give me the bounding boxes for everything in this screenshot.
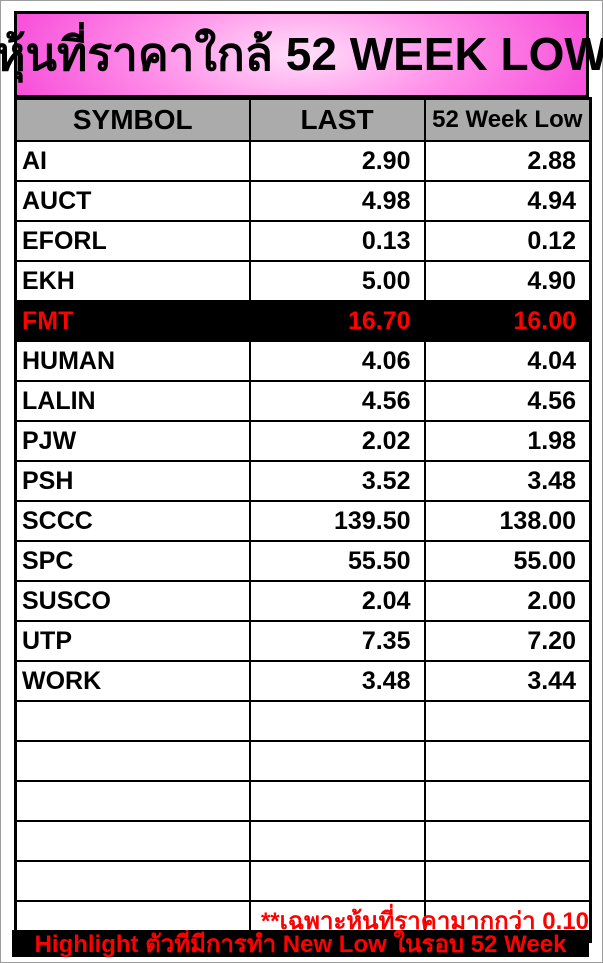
symbol-cell xyxy=(14,780,251,822)
table-row: LALIN 4.56 4.56 xyxy=(14,380,592,422)
low-cell: 1.98 xyxy=(423,420,592,462)
table-row: SUSCO 2.04 2.00 xyxy=(14,580,592,622)
symbol-cell: SUSCO xyxy=(14,580,251,622)
low-cell: 3.44 xyxy=(423,660,592,702)
low-cell: 4.94 xyxy=(423,180,592,222)
table-row: EKH 5.00 4.90 xyxy=(14,260,592,302)
column-header-52-week-low: 52 Week Low xyxy=(423,97,592,142)
low-cell: 55.00 xyxy=(423,540,592,582)
low-cell: 2.88 xyxy=(423,140,592,182)
low-cell: 7.20 xyxy=(423,620,592,662)
empty-table-row xyxy=(14,740,592,782)
table-row: EFORL 0.13 0.12 xyxy=(14,220,592,262)
column-header-symbol: SYMBOL xyxy=(14,97,251,142)
low-cell xyxy=(423,820,592,862)
low-cell: 4.56 xyxy=(423,380,592,422)
highlight-legend: Highlight ตัวที่มีการทำ New Low ในรอบ 52… xyxy=(12,930,589,957)
symbol-cell xyxy=(14,860,251,902)
symbol-cell xyxy=(14,820,251,862)
low-cell xyxy=(423,740,592,782)
table-body: AI 2.90 2.88 AUCT 4.98 4.94 EFORL 0.13 0… xyxy=(14,140,592,943)
low-cell xyxy=(423,860,592,902)
last-cell: 5.00 xyxy=(248,260,426,302)
symbol-cell: PSH xyxy=(14,460,251,502)
low-cell: 138.00 xyxy=(423,500,592,542)
last-cell xyxy=(248,860,426,902)
page-title: หุ้นที่ราคาใกล้ 52 WEEK LOW xyxy=(0,11,603,98)
last-cell xyxy=(248,700,426,742)
last-cell xyxy=(248,780,426,822)
low-cell xyxy=(423,780,592,822)
symbol-cell: UTP xyxy=(14,620,251,662)
table-row: PSH 3.52 3.48 xyxy=(14,460,592,502)
table-row: PJW 2.02 1.98 xyxy=(14,420,592,462)
last-cell xyxy=(248,740,426,782)
low-cell: 3.48 xyxy=(423,460,592,502)
last-cell: 7.35 xyxy=(248,620,426,662)
low-cell: 2.00 xyxy=(423,580,592,622)
last-cell xyxy=(248,820,426,862)
last-cell: 4.98 xyxy=(248,180,426,222)
symbol-cell: PJW xyxy=(14,420,251,462)
symbol-cell: HUMAN xyxy=(14,340,251,382)
low-cell: 4.04 xyxy=(423,340,592,382)
empty-table-row xyxy=(14,820,592,862)
last-cell: 2.04 xyxy=(248,580,426,622)
last-cell: 0.13 xyxy=(248,220,426,262)
table-row: AUCT 4.98 4.94 xyxy=(14,180,592,222)
table-row: SCCC 139.50 138.00 xyxy=(14,500,592,542)
stock-table: SYMBOL LAST 52 Week Low AI 2.90 2.88 AUC… xyxy=(14,97,592,943)
symbol-cell xyxy=(14,700,251,742)
symbol-cell: AI xyxy=(14,140,251,182)
low-cell: 4.90 xyxy=(423,260,592,302)
last-cell: 3.48 xyxy=(248,660,426,702)
empty-table-row xyxy=(14,780,592,822)
last-cell: 4.56 xyxy=(248,380,426,422)
symbol-cell: EKH xyxy=(14,260,251,302)
last-cell: 3.52 xyxy=(248,460,426,502)
column-header-last: LAST xyxy=(248,97,426,142)
table-row: FMT 16.70 16.00 xyxy=(14,300,592,342)
symbol-cell: SCCC xyxy=(14,500,251,542)
low-cell xyxy=(423,700,592,742)
last-cell: 4.06 xyxy=(248,340,426,382)
table-row: AI 2.90 2.88 xyxy=(14,140,592,182)
last-cell: 2.02 xyxy=(248,420,426,462)
low-cell: 16.00 xyxy=(423,300,592,342)
symbol-cell: FMT xyxy=(14,300,251,342)
table-header-row: SYMBOL LAST 52 Week Low xyxy=(14,97,592,142)
symbol-cell: EFORL xyxy=(14,220,251,262)
last-cell: 2.90 xyxy=(248,140,426,182)
table-row: HUMAN 4.06 4.04 xyxy=(14,340,592,382)
empty-table-row xyxy=(14,700,592,742)
low-cell: 0.12 xyxy=(423,220,592,262)
table-row: WORK 3.48 3.44 xyxy=(14,660,592,702)
last-cell: 55.50 xyxy=(248,540,426,582)
table-row: SPC 55.50 55.00 xyxy=(14,540,592,582)
last-cell: 16.70 xyxy=(248,300,426,342)
symbol-cell: AUCT xyxy=(14,180,251,222)
symbol-cell xyxy=(14,740,251,782)
symbol-cell: WORK xyxy=(14,660,251,702)
symbol-cell: SPC xyxy=(14,540,251,582)
symbol-cell: LALIN xyxy=(14,380,251,422)
empty-table-row xyxy=(14,860,592,902)
last-cell: 139.50 xyxy=(248,500,426,542)
table-row: UTP 7.35 7.20 xyxy=(14,620,592,662)
